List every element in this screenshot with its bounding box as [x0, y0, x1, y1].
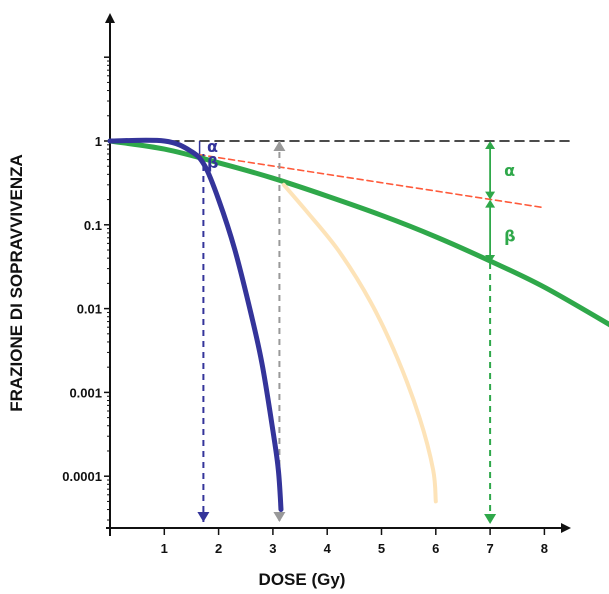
- green-dose-arrow: [484, 263, 497, 524]
- x-tick-label: 4: [324, 541, 332, 556]
- x-tick-label: 2: [215, 541, 222, 556]
- series-group: [107, 137, 609, 512]
- blue-alpha-label: α: [207, 137, 218, 156]
- bracket-arrowhead: [485, 191, 496, 200]
- bracket-arrowhead: [485, 199, 496, 208]
- survival-curve-beige: [281, 182, 438, 504]
- green-dose-arrow-head: [484, 514, 497, 524]
- x-tick-label: 8: [541, 541, 548, 556]
- gray-dose-arrow: [273, 141, 286, 522]
- x-axis-title: DOSE (Gy): [259, 570, 346, 589]
- blue-dose-arrow-head: [197, 512, 210, 522]
- axes: 1 2 3 4 5 6 7 8 1 0.1 0.01 0.001 0.0001 DOSE (Gy) FRAZ…: [7, 13, 571, 589]
- blue-dose-arrow: [197, 153, 210, 522]
- y-tick-label: 0.001: [69, 385, 102, 400]
- bracket-arrowhead: [485, 141, 496, 149]
- y-tick-label: 0.0001: [62, 469, 102, 484]
- green-alpha-label: α: [504, 161, 515, 180]
- x-tick-label: 7: [486, 541, 493, 556]
- y-axis-title: FRAZIONE DI SOPRAVVIVENZA: [7, 154, 26, 412]
- x-tick-label: 3: [269, 541, 276, 556]
- y-tick-label: 1: [95, 134, 102, 149]
- survival-curve-green: [107, 138, 609, 328]
- y-tick-label: 0.1: [84, 218, 102, 233]
- y-tick-label: 0.01: [77, 302, 102, 317]
- survival-curve-blue: [107, 137, 284, 512]
- blue-beta-label: β: [207, 153, 218, 172]
- gray-dose-arrow-head: [273, 512, 286, 522]
- green-beta-label: β: [504, 226, 515, 245]
- green-alpha-beta-bracket: [485, 141, 496, 264]
- x-tick-label: 5: [378, 541, 385, 556]
- x-tick-label: 1: [161, 541, 168, 556]
- gray-dose-arrow-head-up: [273, 141, 286, 151]
- x-tick-label: 6: [432, 541, 439, 556]
